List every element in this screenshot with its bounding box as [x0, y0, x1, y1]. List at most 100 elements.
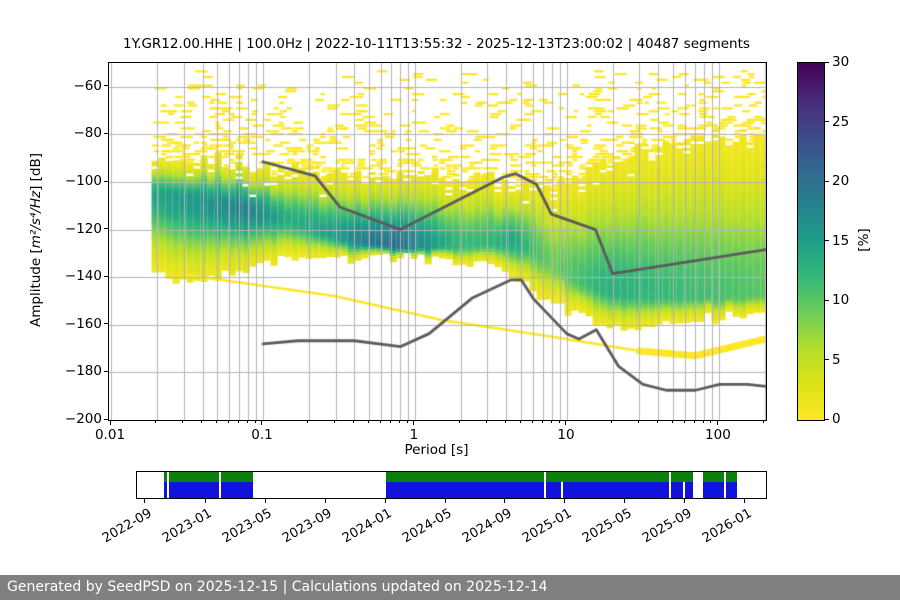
- x-minor-tick-mark: [389, 420, 391, 423]
- x-tick-mark: [413, 420, 415, 425]
- colorbar-tick-label: 25: [832, 113, 850, 130]
- availability-timeline: [136, 471, 767, 499]
- y-tick-mark: [104, 180, 108, 182]
- x-minor-tick-mark: [504, 420, 506, 423]
- x-minor-tick-mark: [307, 420, 309, 423]
- x-minor-tick-mark: [671, 420, 673, 423]
- x-minor-tick-mark: [519, 420, 521, 423]
- timeline-tick-mark: [144, 499, 146, 503]
- colorbar: [797, 62, 825, 421]
- timeline-tick-mark: [564, 499, 566, 503]
- x-minor-tick-mark: [683, 420, 685, 423]
- x-minor-tick-mark: [541, 420, 543, 423]
- timeline-tick-mark: [444, 499, 446, 503]
- x-tick-mark: [261, 420, 263, 425]
- timeline-tick-mark: [624, 499, 626, 503]
- y-tick-mark: [104, 418, 108, 420]
- y-tick-label: −160: [64, 315, 102, 332]
- timeline-psd-segment-blue: [386, 482, 545, 498]
- footer-bar: Generated by SeedPSD on 2025-12-15 | Cal…: [0, 575, 900, 600]
- x-minor-tick-mark: [379, 420, 381, 423]
- x-minor-tick-mark: [246, 420, 248, 423]
- timeline-psd-segment-blue: [671, 482, 683, 498]
- x-minor-tick-mark: [550, 420, 552, 423]
- x-minor-tick-mark: [531, 420, 533, 423]
- y-tick-label: −60: [73, 77, 103, 94]
- x-tick-mark: [109, 420, 111, 425]
- timeline-data-segment-green: [169, 472, 220, 482]
- colorbar-tick-label: 10: [832, 292, 850, 308]
- timeline-psd-segment-blue: [169, 482, 220, 498]
- timeline-tick-mark: [264, 499, 266, 503]
- x-minor-tick-mark: [485, 420, 487, 423]
- colorbar-tick-label: 30: [832, 54, 850, 70]
- x-minor-tick-mark: [702, 420, 704, 423]
- timeline-tick-mark: [504, 499, 506, 503]
- colorbar-tick-mark: [825, 61, 829, 63]
- x-minor-tick-mark: [637, 420, 639, 423]
- x-minor-tick-mark: [656, 420, 658, 423]
- timeline-psd-segment-blue: [702, 482, 724, 498]
- x-minor-tick-mark: [693, 420, 695, 423]
- x-minor-tick-mark: [459, 420, 461, 423]
- colorbar-tick-mark: [825, 299, 829, 301]
- x-axis-label: Period [s]: [404, 442, 469, 458]
- x-tick-label: 1: [409, 427, 419, 443]
- colorbar-tick-label: 15: [832, 232, 850, 249]
- timeline-data-segment-green: [386, 472, 545, 482]
- y-tick-label: −180: [64, 363, 102, 380]
- y-tick-label: −200: [64, 411, 102, 427]
- x-tick-label: 100: [705, 427, 731, 443]
- x-minor-tick-mark: [227, 420, 229, 423]
- colorbar-tick-mark: [825, 121, 829, 122]
- y-tick-label: −80: [73, 125, 103, 142]
- timeline-psd-segment-blue: [563, 482, 669, 498]
- colorbar-tick-mark: [825, 240, 829, 241]
- colorbar-tick-mark: [825, 180, 829, 182]
- y-tick-label: −120: [64, 220, 102, 237]
- ppsd-heatmap-canvas: [109, 63, 766, 420]
- x-minor-tick-mark: [352, 420, 354, 423]
- colorbar-gradient: [798, 63, 824, 420]
- y-tick-mark: [104, 132, 108, 134]
- y-tick-mark: [104, 370, 108, 372]
- colorbar-tick-mark: [825, 359, 829, 360]
- x-minor-tick-mark: [398, 420, 400, 423]
- colorbar-tick-mark: [825, 418, 829, 420]
- x-minor-tick-mark: [611, 420, 613, 423]
- x-tick-label: 0.1: [251, 427, 273, 443]
- x-tick-mark: [565, 420, 567, 425]
- timeline-data-segment-green: [671, 472, 693, 482]
- y-tick-label: −100: [64, 173, 102, 189]
- x-minor-tick-mark: [215, 420, 217, 423]
- timeline-data-segment-green: [163, 472, 167, 482]
- timeline-tick-mark: [324, 499, 326, 503]
- x-minor-tick-mark: [155, 420, 157, 423]
- timeline-tick-mark: [384, 499, 386, 503]
- x-minor-tick-mark: [182, 420, 184, 423]
- timeline-psd-segment-blue: [725, 482, 737, 498]
- timeline-data-segment-green: [702, 472, 724, 482]
- x-tick-label: 10: [557, 427, 575, 443]
- timeline-data-segment-green: [545, 472, 669, 482]
- y-tick-label: −140: [64, 268, 102, 285]
- timeline-tick-mark: [684, 499, 686, 503]
- timeline-tick-mark: [744, 499, 746, 503]
- y-label-units: m²/s⁴/Hz: [28, 190, 44, 249]
- x-minor-tick-mark: [254, 420, 256, 423]
- timeline-psd-segment-blue: [163, 482, 167, 498]
- plot-title: 1Y.GR12.00.HHE | 100.0Hz | 2022-10-11T13…: [123, 36, 750, 52]
- y-tick-mark: [104, 275, 108, 277]
- timeline-psd-segment-blue: [545, 482, 561, 498]
- x-minor-tick-mark: [406, 420, 408, 423]
- y-tick-mark: [104, 323, 108, 325]
- timeline-tick-mark: [204, 499, 206, 503]
- timeline-data-segment-green: [220, 472, 254, 482]
- x-minor-tick-mark: [710, 420, 712, 423]
- colorbar-tick-label: 0: [832, 411, 841, 427]
- y-tick-mark: [104, 85, 108, 87]
- x-minor-tick-mark: [334, 420, 335, 423]
- x-minor-tick-mark: [201, 420, 202, 423]
- x-minor-tick-mark: [558, 420, 560, 423]
